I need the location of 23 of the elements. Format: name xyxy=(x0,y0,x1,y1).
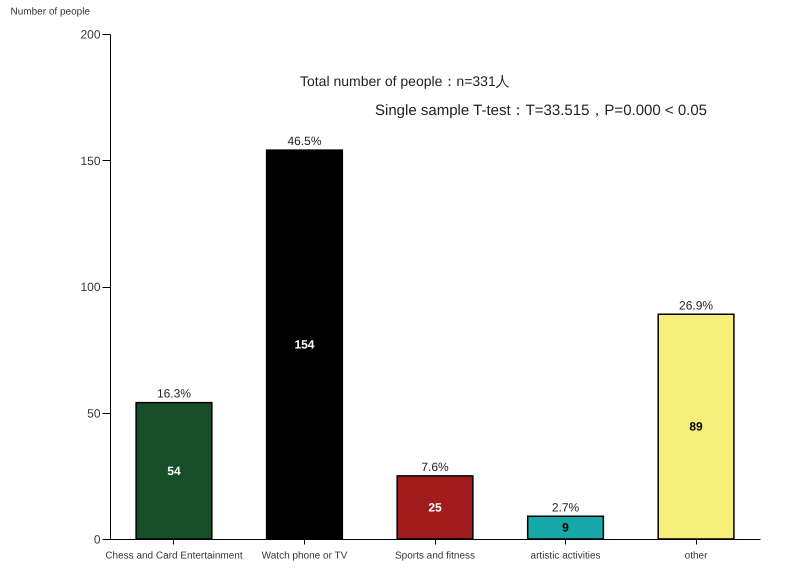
data-label: 25 xyxy=(428,500,442,514)
annotation: Total number of people：n=331人 xyxy=(300,73,510,89)
x-tick-label: Watch phone or TV xyxy=(262,550,348,562)
y-tick-label: 150 xyxy=(80,154,101,168)
annotation: 7.6% xyxy=(421,460,449,474)
data-label: 89 xyxy=(689,420,704,434)
x-tick-label: artistic activities xyxy=(530,550,601,562)
data-label: 154 xyxy=(294,338,315,352)
annotation: Single sample T-test：T=33.515，P=0.000 < 0.05 xyxy=(375,102,708,119)
data-label: 54 xyxy=(167,464,181,478)
y-tick-label: 0 xyxy=(94,532,101,546)
data-label: 9 xyxy=(562,520,570,535)
x-tick-label: Sports and fitness xyxy=(394,550,476,562)
y-axis-title: Number of people xyxy=(10,6,90,18)
y-tick-label: 200 xyxy=(80,28,101,42)
annotation: 26.9% xyxy=(679,298,714,312)
x-tick-label: Chess and Card Entertainment xyxy=(105,550,243,562)
annotation: 46.5% xyxy=(287,134,322,148)
x-tick-label: other xyxy=(684,550,708,562)
y-tick-label: 50 xyxy=(87,406,101,420)
annotation: 2.7% xyxy=(552,500,580,514)
annotation: 16.3% xyxy=(156,386,192,401)
y-tick-label: 100 xyxy=(80,280,101,294)
